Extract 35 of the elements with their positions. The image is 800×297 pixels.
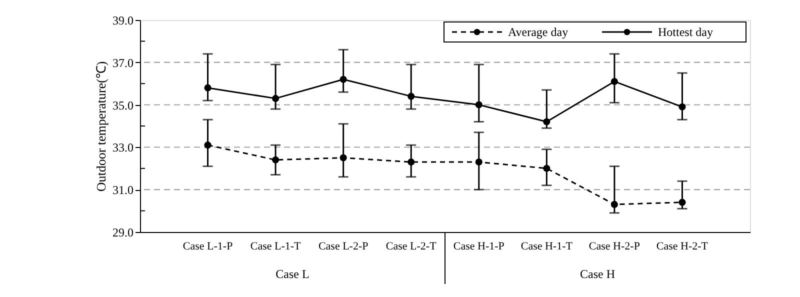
x-tick-label: Case L-1-T [250, 240, 302, 252]
point [475, 101, 482, 108]
legend-label: Average day [508, 25, 568, 39]
x-tick-label: Case H-1-P [453, 240, 504, 252]
y-tick-label: 39.0 [112, 14, 134, 28]
point [678, 198, 686, 206]
point [408, 158, 415, 166]
y-tick-label: 31.0 [112, 183, 134, 198]
point [678, 103, 686, 110]
point [475, 158, 482, 166]
point [408, 92, 415, 100]
x-tick-label: Case H-1-T [520, 240, 573, 252]
x-tick-label: Case H-2-P [588, 240, 640, 252]
point [204, 84, 212, 92]
point [340, 154, 347, 162]
y-tick-label: 37.0 [112, 56, 134, 70]
point [272, 156, 280, 164]
y-tick-label: 35.0 [112, 98, 134, 112]
text: Case L [276, 267, 310, 281]
point [543, 164, 550, 172]
point [610, 78, 618, 86]
y-tick-label: 33.0 [112, 140, 134, 155]
text: Case H [580, 267, 616, 281]
y-tick-label: 29.0 [112, 226, 134, 240]
point [543, 118, 550, 126]
x-tick-label: Case H-2-T [656, 240, 708, 252]
legend-label: Hottest day [658, 25, 713, 39]
x-tick-label: Case L-1-P [182, 240, 233, 252]
point [610, 200, 618, 208]
x-tick-label: Case L-2-P [318, 240, 368, 252]
point [340, 76, 347, 83]
point [204, 142, 212, 149]
y-axis-title: Outdoor temperature(℃) [94, 61, 108, 192]
point [272, 94, 280, 102]
x-tick-label: Case L-2-T [386, 240, 437, 252]
